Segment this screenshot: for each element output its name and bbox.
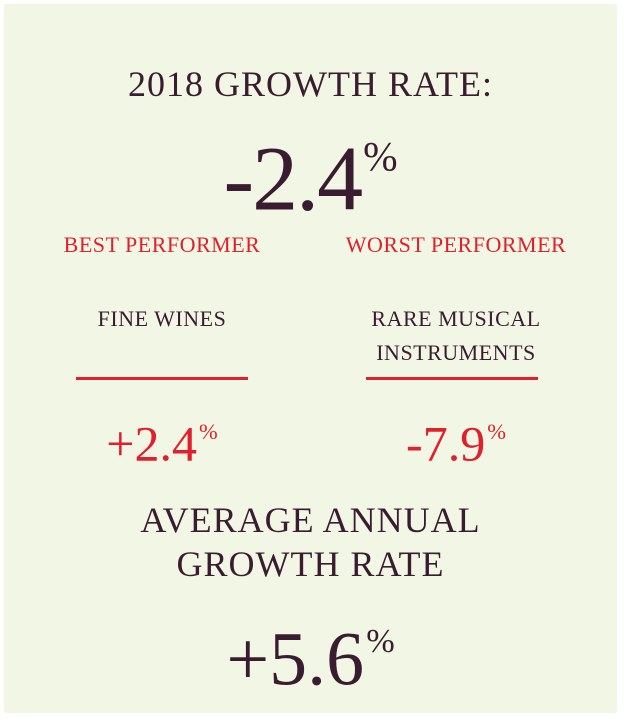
headline: 2018 GROWTH RATE: <box>4 62 617 106</box>
best-performer-category-line1: FINE WINES <box>97 306 227 331</box>
worst-performer-percent-sign: % <box>487 419 506 444</box>
worst-performer-category-line2: INSTRUMENTS <box>376 340 536 365</box>
average-growth-label-line1: AVERAGE ANNUAL <box>140 500 481 540</box>
average-growth-value: +5.6% <box>4 600 617 701</box>
worst-performer-category-line1: RARE MUSICAL <box>371 306 541 331</box>
worst-performer-label: WORST PERFORMER <box>345 232 567 257</box>
best-performer-label: BEST PERFORMER <box>63 232 261 257</box>
best-performer-percent-sign: % <box>198 419 218 444</box>
headline-text: 2018 GROWTH RATE: <box>128 64 493 104</box>
average-growth-number: +5.6 <box>226 617 365 702</box>
worst-performer-divider <box>366 377 538 380</box>
worst-performer-number: -7.9 <box>406 415 486 472</box>
average-growth-percent-sign: % <box>366 623 395 660</box>
best-performer-category: FINE WINES <box>34 302 290 336</box>
overall-growth-number: -2.4 <box>223 127 363 230</box>
infographic-card: 2018 GROWTH RATE: -2.4% BEST PERFORMER F… <box>4 4 617 713</box>
best-performer-divider <box>76 377 248 380</box>
worst-performer-value: -7.9% <box>320 400 592 475</box>
best-performer-value: +2.4% <box>34 400 290 475</box>
overall-growth-value: -2.4% <box>4 106 617 228</box>
best-performer-number: +2.4 <box>106 415 197 472</box>
average-growth-label: AVERAGE ANNUAL GROWTH RATE <box>4 498 617 586</box>
average-growth-label-line2: GROWTH RATE <box>176 544 445 584</box>
worst-performer-category: RARE MUSICAL INSTRUMENTS <box>320 302 592 370</box>
overall-growth-percent-sign: % <box>363 133 398 179</box>
